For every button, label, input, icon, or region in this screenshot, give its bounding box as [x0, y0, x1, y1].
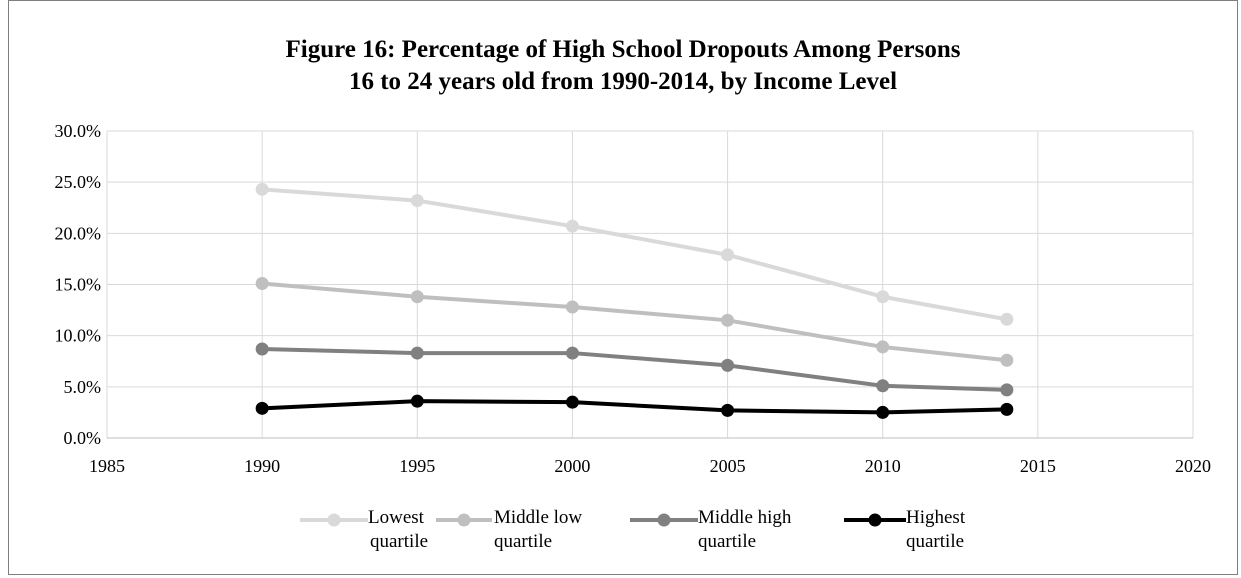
- x-tick-label: 1990: [244, 456, 280, 476]
- legend-swatch-highest-quartile: [844, 513, 906, 527]
- x-tick-label: 1985: [89, 456, 125, 476]
- series-1-point: [721, 313, 735, 327]
- series-line-2: [262, 346, 1007, 392]
- series-2-point: [255, 342, 269, 356]
- chart-frame: [8, 0, 1238, 575]
- series-3-point: [721, 403, 735, 417]
- series-3-point: [1000, 402, 1014, 416]
- x-tick-label: 2010: [865, 456, 901, 476]
- series-2-point: [1000, 383, 1014, 397]
- legend-label-highest-line-1: Highest: [906, 507, 966, 528]
- series-1-point: [876, 340, 890, 354]
- series-3-point: [410, 394, 424, 408]
- series-0-point: [876, 290, 890, 304]
- series-0-point: [1000, 312, 1014, 326]
- series-line-1: [261, 281, 1008, 363]
- y-tick-label: 30.0%: [55, 121, 102, 141]
- series-0-point: [565, 219, 579, 233]
- series-0-point: [721, 248, 735, 262]
- y-tick-label: 25.0%: [55, 172, 102, 192]
- series-0-point: [410, 194, 424, 208]
- x-tick-label: 2020: [1175, 456, 1211, 476]
- series-0-point: [255, 182, 269, 196]
- y-tick-label: 10.0%: [55, 326, 102, 346]
- series-line-3: [262, 399, 1007, 415]
- legend-swatch-lowest-quartile: [300, 513, 368, 527]
- series-line-0: [261, 187, 1008, 322]
- series-3-point: [255, 401, 269, 415]
- y-tick-label: 5.0%: [64, 377, 102, 397]
- chart-title-line-1: Figure 16: Percentage of High School Dro…: [285, 36, 961, 63]
- series-2-point: [721, 358, 735, 372]
- legend-label-middle-low-line-2: quartile: [494, 531, 553, 552]
- series-1-point: [1000, 353, 1014, 367]
- legend-swatch-middle-low-quartile: [436, 513, 492, 527]
- chart-title: Figure 16: Percentage of High School Dro…: [8, 34, 1238, 98]
- chart-title-line-2: 16 to 24 years old from 1990-2014, by In…: [348, 68, 898, 95]
- legend-label-middle-low-line-1: Middle low: [494, 507, 583, 528]
- x-tick-label: 1995: [399, 456, 435, 476]
- series-2-point: [876, 379, 890, 393]
- y-tick-label: 20.0%: [55, 223, 102, 243]
- legend-swatch-middle-high-quartile: [630, 513, 698, 527]
- legend-label-lowest-line-2: quartile: [370, 531, 429, 552]
- series-3-point: [565, 395, 579, 409]
- y-tick-label: 15.0%: [55, 275, 102, 295]
- x-tick-label: 2015: [1020, 456, 1056, 476]
- legend-label-middle-high-line-1: Middle high: [698, 507, 792, 528]
- series-1-point: [410, 290, 424, 304]
- legend-label-lowest-line-1: Lowest: [368, 507, 424, 528]
- x-tick-label: 2005: [710, 456, 746, 476]
- series-1-point: [565, 300, 579, 314]
- y-tick-label: 0.0%: [64, 428, 102, 448]
- legend-label-highest-line-2: quartile: [906, 531, 965, 552]
- series-2-point: [410, 346, 424, 360]
- series-3-point: [876, 405, 890, 419]
- series-2-point: [565, 346, 579, 360]
- legend-label-middle-high-line-2: quartile: [698, 531, 757, 552]
- x-tick-label: 2000: [554, 456, 590, 476]
- series-1-point: [255, 276, 269, 290]
